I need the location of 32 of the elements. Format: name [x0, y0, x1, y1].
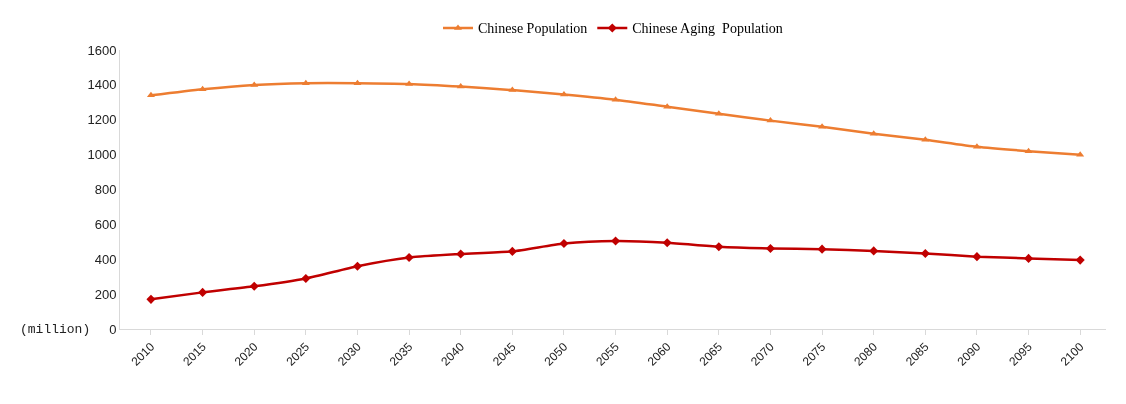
y-tick-label: 600 [94, 216, 117, 232]
point [817, 244, 827, 254]
legend-label: Chinese Aging Population [632, 21, 783, 37]
point [146, 294, 156, 304]
point [714, 242, 724, 252]
y-tick-label: 1000 [87, 147, 117, 163]
point [507, 246, 517, 256]
point [249, 281, 259, 291]
point [662, 238, 672, 248]
y-tick-label: 1200 [87, 112, 117, 128]
y-tick-label: 200 [94, 286, 117, 302]
point [559, 239, 569, 249]
point [1075, 255, 1085, 265]
y-axis-title: (million) [20, 322, 91, 337]
legend-label: Chinese Population [478, 21, 588, 37]
point [972, 252, 982, 262]
y-tick-label: 1400 [87, 77, 117, 93]
y-tick-label: 1600 [87, 42, 117, 58]
point [404, 252, 414, 263]
point [198, 287, 208, 297]
point [869, 246, 879, 256]
y-tick-label: 400 [94, 251, 117, 267]
y-tick-label: 800 [94, 182, 117, 198]
point [352, 261, 363, 271]
point [301, 273, 311, 283]
point [456, 249, 466, 259]
y-tick-label: 0 [109, 321, 117, 337]
point [559, 90, 568, 97]
point [1024, 253, 1034, 263]
point [765, 243, 775, 253]
point [920, 248, 930, 259]
point [146, 91, 156, 98]
